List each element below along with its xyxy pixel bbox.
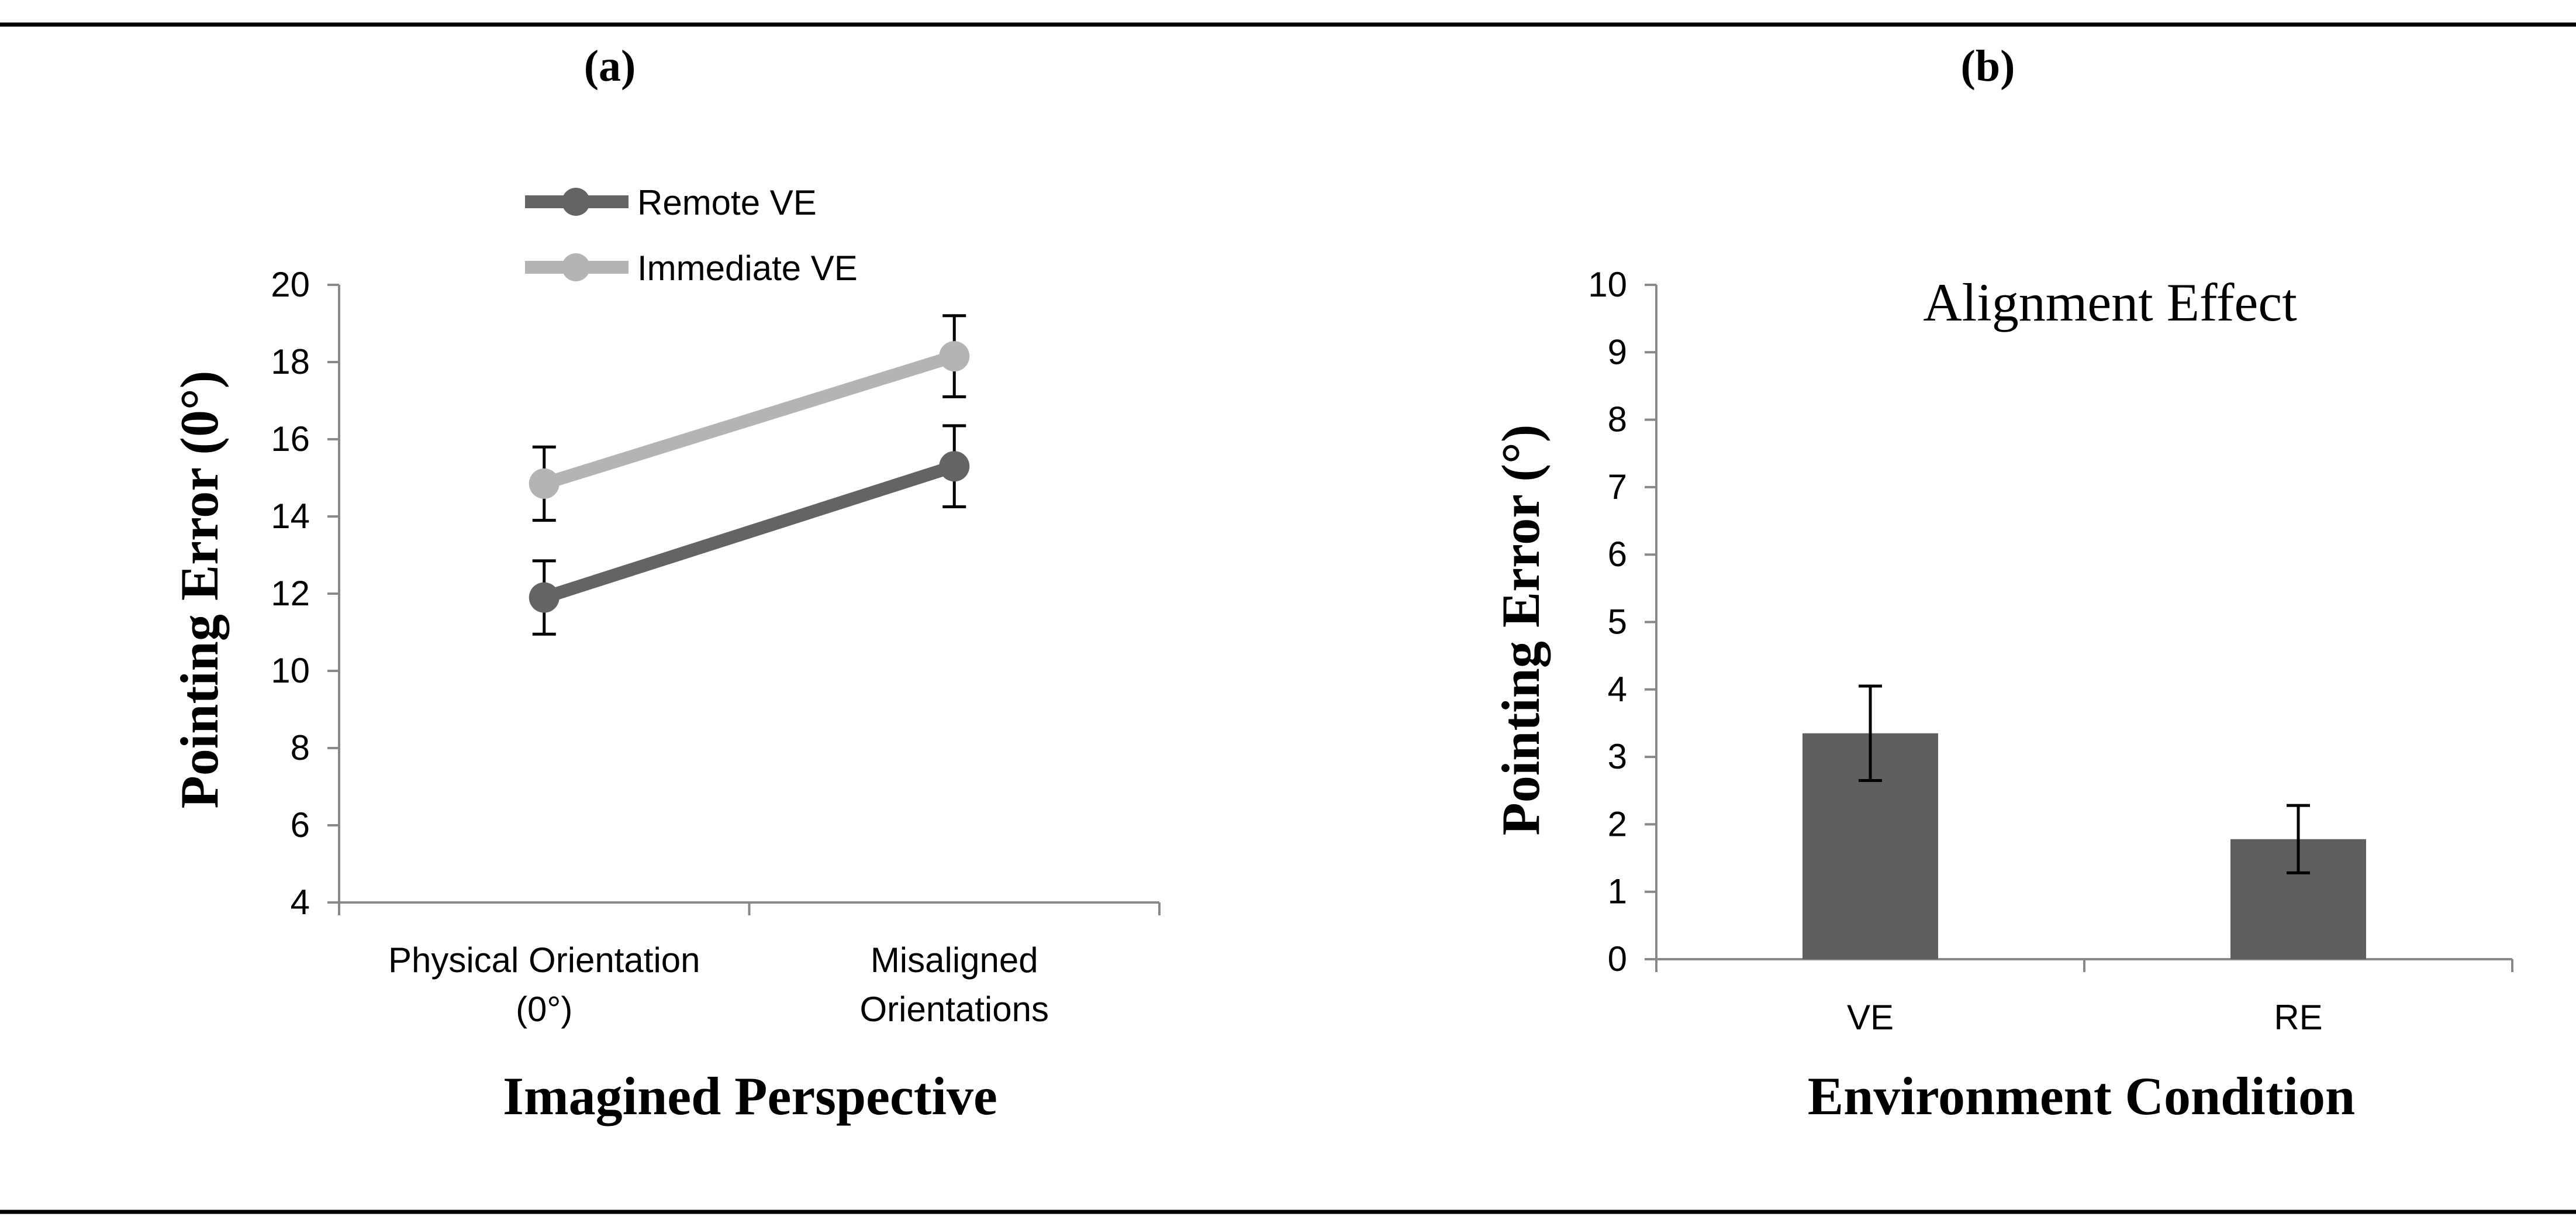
y-tick-label: 4	[1608, 670, 1627, 709]
y-tick-label: 6	[291, 805, 310, 845]
y-axis: 4 6 8 10 12 14 16 18 20	[271, 265, 340, 922]
series-line	[542, 350, 956, 490]
y-axis-label: Pointing Error (0°)	[170, 371, 229, 809]
y-tick-label: 8	[291, 728, 310, 767]
y-tick-label: 4	[291, 883, 310, 922]
legend: Remote VE Immediate VE	[525, 183, 858, 288]
panel-b-label: (b)	[1961, 42, 2015, 91]
y-tick-label: 3	[1608, 737, 1627, 776]
chart-title: Alignment Effect	[1923, 273, 2297, 332]
legend-marker	[562, 253, 590, 281]
plot-area	[1802, 684, 2366, 959]
y-tick-label: 20	[271, 265, 310, 304]
y-tick-label: 5	[1608, 602, 1627, 642]
y-tick-label: 12	[271, 574, 310, 613]
x-tick-label: VE	[1847, 998, 1894, 1037]
y-tick-label: 10	[1588, 265, 1627, 304]
x-axis-label: Environment Condition	[1808, 1066, 2355, 1126]
data-point	[529, 468, 560, 499]
legend-label: Remote VE	[637, 183, 817, 222]
panel-a-label: (a)	[584, 42, 636, 91]
legend-label: Immediate VE	[637, 249, 858, 288]
series-line	[542, 460, 956, 604]
data-point	[939, 341, 970, 372]
data-point	[529, 582, 560, 613]
panel-b: (b) Alignment Effect 0 1 2 3 4 5 6 7 8 9 10 VE RE P…	[1491, 42, 2513, 1126]
legend-entry: Immediate VE	[525, 249, 858, 288]
y-axis-label: Pointing Error (°)	[1491, 425, 1551, 836]
y-tick-label: 2	[1608, 804, 1627, 843]
x-tick-label: Physical Orientation (0°)	[388, 940, 700, 1029]
y-tick-label: 18	[271, 342, 310, 381]
series-remote-ve	[529, 424, 970, 636]
y-tick-label: 7	[1608, 467, 1627, 507]
y-tick-label: 14	[271, 497, 310, 536]
y-tick-label: 6	[1608, 535, 1627, 574]
x-axis: VE RE	[1655, 958, 2513, 1037]
y-tick-label: 0	[1608, 939, 1627, 979]
x-axis: Physical Orientation (0°) Misaligned Orient…	[338, 901, 1161, 1029]
panel-a: (a) Remote VE Immediate VE 4 6 8 10 12 14 16 18 2…	[170, 42, 1161, 1126]
data-point	[939, 451, 970, 482]
y-tick-label: 9	[1608, 332, 1627, 371]
y-tick-label: 8	[1608, 400, 1627, 439]
series-immediate-ve	[529, 314, 970, 522]
plot-area	[529, 314, 970, 636]
legend-marker	[562, 188, 590, 216]
y-axis: 0 1 2 3 4 5 6 7 8 9 10	[1588, 265, 1658, 979]
y-tick-label: 10	[271, 651, 310, 690]
y-tick-label: 1	[1608, 872, 1627, 911]
y-tick-label: 16	[271, 419, 310, 459]
x-tick-label: RE	[2274, 998, 2322, 1037]
x-axis-label: Imagined Perspective	[503, 1066, 997, 1126]
x-tick-label: Misaligned Orientations	[860, 940, 1049, 1029]
legend-entry: Remote VE	[525, 183, 817, 222]
